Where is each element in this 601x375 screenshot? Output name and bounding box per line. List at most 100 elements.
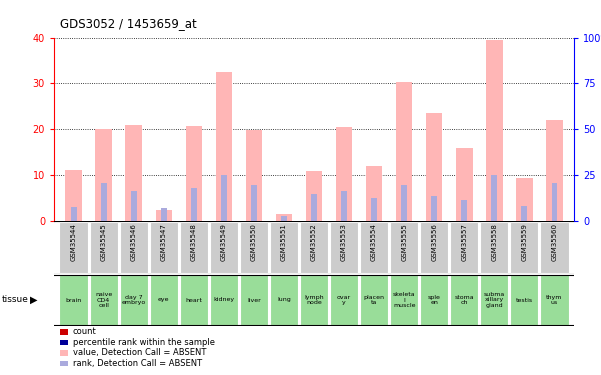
Bar: [330, 275, 358, 325]
Bar: [210, 222, 238, 273]
Bar: [371, 198, 377, 221]
Text: GSM35558: GSM35558: [492, 223, 497, 261]
Bar: [240, 275, 268, 325]
Text: tissue: tissue: [2, 296, 29, 304]
Bar: [66, 170, 82, 221]
Bar: [240, 222, 268, 273]
Text: count: count: [73, 327, 97, 336]
Bar: [492, 176, 497, 221]
Text: GSM35555: GSM35555: [401, 223, 407, 261]
Text: GSM35551: GSM35551: [281, 223, 287, 261]
Bar: [341, 191, 347, 221]
Bar: [90, 275, 118, 325]
Bar: [251, 184, 257, 221]
Bar: [510, 222, 538, 273]
Text: kidney: kidney: [213, 297, 234, 303]
Text: GSM35557: GSM35557: [462, 223, 467, 261]
Text: GSM35547: GSM35547: [161, 223, 166, 261]
Text: thym
us: thym us: [546, 295, 563, 305]
Bar: [522, 206, 527, 221]
Bar: [101, 183, 106, 221]
Bar: [96, 129, 112, 221]
Bar: [336, 127, 352, 221]
Text: skeleta
l
muscle: skeleta l muscle: [393, 292, 415, 308]
Bar: [311, 194, 317, 221]
Text: brain: brain: [66, 297, 82, 303]
Text: GSM35552: GSM35552: [311, 223, 317, 261]
Bar: [276, 214, 292, 221]
Bar: [156, 210, 172, 221]
Text: day 7
embryо: day 7 embryо: [121, 295, 146, 305]
Bar: [150, 222, 178, 273]
Bar: [90, 222, 118, 273]
Text: GDS3052 / 1453659_at: GDS3052 / 1453659_at: [60, 17, 197, 30]
Text: GSM35549: GSM35549: [221, 223, 227, 261]
Bar: [221, 176, 227, 221]
Text: GSM35546: GSM35546: [131, 223, 136, 261]
Bar: [180, 275, 208, 325]
Text: GSM35560: GSM35560: [552, 223, 557, 261]
Bar: [401, 184, 407, 221]
Text: lymph
node: lymph node: [304, 295, 324, 305]
Bar: [150, 275, 178, 325]
Text: GSM35556: GSM35556: [432, 223, 437, 261]
Text: GSM35554: GSM35554: [371, 223, 377, 261]
Text: GSM35545: GSM35545: [101, 223, 106, 261]
Bar: [432, 196, 437, 221]
Bar: [300, 275, 328, 325]
Bar: [420, 222, 448, 273]
Text: stoma
ch: stoma ch: [454, 295, 474, 305]
Bar: [120, 222, 148, 273]
Bar: [450, 222, 478, 273]
Bar: [366, 166, 382, 221]
Text: placen
ta: placen ta: [364, 295, 385, 305]
Bar: [186, 126, 202, 221]
Bar: [191, 188, 197, 221]
Bar: [486, 40, 502, 221]
Bar: [246, 130, 262, 221]
Bar: [546, 120, 563, 221]
Bar: [300, 222, 328, 273]
Bar: [270, 222, 298, 273]
Bar: [330, 222, 358, 273]
Bar: [71, 207, 76, 221]
Bar: [180, 222, 208, 273]
Bar: [270, 275, 298, 325]
Bar: [210, 275, 238, 325]
Text: eye: eye: [158, 297, 169, 303]
Bar: [390, 222, 418, 273]
Text: percentile rank within the sample: percentile rank within the sample: [73, 338, 215, 347]
Bar: [131, 191, 136, 221]
Text: liver: liver: [247, 297, 261, 303]
Bar: [59, 275, 88, 325]
Bar: [59, 222, 88, 273]
Text: lung: lung: [277, 297, 291, 303]
Bar: [456, 148, 472, 221]
Bar: [360, 275, 388, 325]
Text: subma
xillary
gland: subma xillary gland: [484, 292, 505, 308]
Bar: [360, 222, 388, 273]
Text: heart: heart: [185, 297, 203, 303]
Text: value, Detection Call = ABSENT: value, Detection Call = ABSENT: [73, 348, 206, 357]
Bar: [420, 275, 448, 325]
Bar: [450, 275, 478, 325]
Bar: [540, 275, 569, 325]
Bar: [216, 72, 232, 221]
Text: GSM35553: GSM35553: [341, 223, 347, 261]
Bar: [126, 125, 142, 221]
Bar: [510, 275, 538, 325]
Text: GSM35544: GSM35544: [71, 223, 76, 261]
Text: rank, Detection Call = ABSENT: rank, Detection Call = ABSENT: [73, 359, 202, 368]
Bar: [426, 113, 442, 221]
Bar: [281, 216, 287, 221]
Bar: [396, 82, 412, 221]
Bar: [390, 275, 418, 325]
Text: testis: testis: [516, 297, 533, 303]
Bar: [540, 222, 569, 273]
Text: GSM35548: GSM35548: [191, 223, 197, 261]
Bar: [120, 275, 148, 325]
Text: ovar
y: ovar y: [337, 295, 351, 305]
Bar: [480, 222, 508, 273]
Bar: [306, 171, 322, 221]
Bar: [552, 183, 557, 221]
